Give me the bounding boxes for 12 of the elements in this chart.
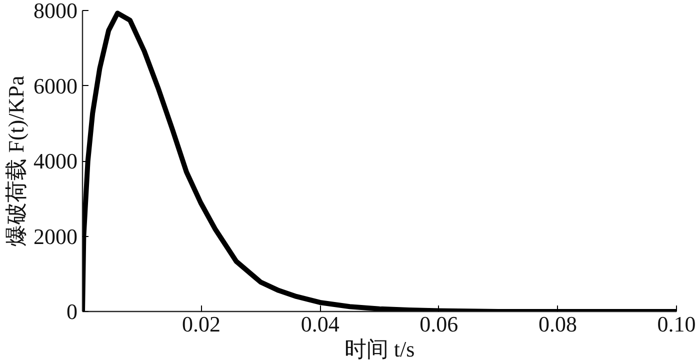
y-tick-label: 8000 [34,0,78,23]
x-tick-label: 0.04 [300,312,340,336]
y-axis-title: 爆破荷载 F(t)/KPa [4,76,28,246]
x-axis-title: 时间 t/s [344,336,415,362]
x-tick-label: 0.06 [420,312,458,336]
y-tick-label: 0 [66,299,78,324]
y-tick-label: 6000 [34,73,78,98]
x-tick-label: 0.10 [657,312,696,336]
y-tick-label: 4000 [34,148,78,174]
y-tick-label: 2000 [34,224,78,249]
x-tick-label: 0.02 [182,312,221,336]
x-tick-label: 0.08 [538,312,577,336]
